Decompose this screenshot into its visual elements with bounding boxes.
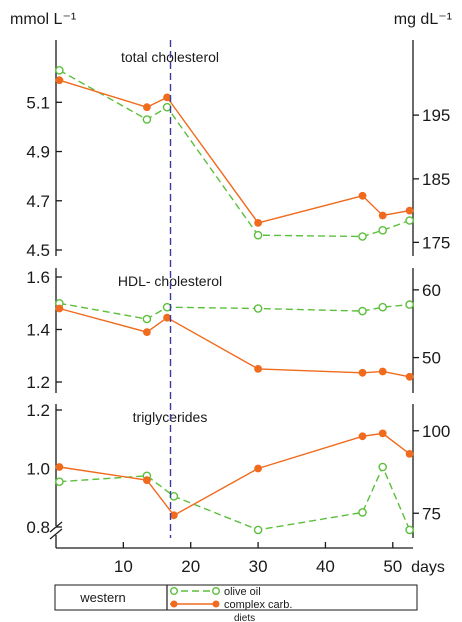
panel-title: HDL- cholesterol: [118, 273, 222, 289]
olive-oil-point: [358, 306, 367, 316]
complex-carb-point: [163, 313, 172, 322]
complex-carb-point: [405, 450, 414, 458]
panel-3: 0.81.01.275100triglycerides: [26, 401, 450, 538]
panel-2: 1.2 1.4 1.6 50 60 HDL- cholesterol: [26, 268, 441, 393]
x-tick-label: 40: [316, 557, 335, 576]
axis-break-mark: [49, 521, 63, 540]
olive-oil-point: [405, 300, 414, 309]
right-tick-label: 185: [422, 170, 450, 189]
olive-oil-point: [253, 525, 263, 535]
olive-oil-point: [405, 525, 414, 535]
olive-oil-point: [55, 66, 64, 75]
complex-carb-point: [358, 368, 367, 377]
olive-oil-point: [253, 230, 263, 240]
complex-carb-point: [378, 367, 387, 376]
complex-carb-line: [59, 79, 410, 224]
right-unit-label: mg dL⁻¹: [394, 11, 452, 28]
left-unit-label: mmol L⁻¹: [10, 11, 76, 28]
right-tick-label: 75: [422, 504, 441, 523]
legend-footer-label: diets: [234, 613, 255, 622]
legend-carb-label: complex carb.: [224, 599, 292, 611]
olive-oil-point: [169, 491, 179, 501]
olive-oil-line: [59, 465, 411, 531]
complex-carb-point: [358, 432, 367, 441]
x-tick-label: 50: [383, 557, 402, 576]
left-tick-label: 4.9: [26, 143, 50, 162]
x-tick-label: 10: [114, 557, 133, 576]
left-tick-label: 1.4: [26, 321, 50, 340]
left-tick-label: 4.7: [26, 192, 50, 211]
olive-oil-point: [162, 102, 172, 112]
right-tick-label: 100: [422, 422, 450, 441]
x-axis: days 10 20 30 40 50: [49, 521, 445, 576]
complex-carb-point: [55, 76, 64, 85]
complex-carb-point: [143, 476, 151, 485]
complex-carb-point: [254, 219, 262, 227]
olive-oil-point: [378, 225, 388, 235]
olive-oil-point: [142, 314, 152, 324]
right-tick-label: 50: [422, 349, 441, 368]
left-tick-label: 1.2: [26, 401, 50, 420]
complex-carb-point: [378, 211, 387, 220]
legend: western olive oil complex carb. diets: [54, 584, 418, 622]
olive-oil-point: [55, 477, 64, 487]
complex-carb-point: [405, 372, 414, 381]
legend-olive-label: olive oil: [224, 586, 261, 598]
left-tick-label: 4.5: [26, 241, 50, 260]
complex-carb-point: [143, 328, 151, 336]
legend-carb-marker-left: [170, 600, 178, 608]
left-tick-label: 5.1: [26, 93, 50, 112]
complex-carb-line: [59, 432, 411, 517]
olive-oil-point: [358, 232, 367, 241]
legend-olive-marker-right: [211, 587, 220, 596]
legend-carb-marker-right: [212, 600, 220, 608]
complex-carb-point: [143, 103, 151, 112]
complex-carb-point: [170, 511, 178, 520]
x-tick-label: 20: [181, 557, 200, 576]
x-axis-label: days: [411, 559, 445, 576]
complex-carb-point: [254, 365, 262, 373]
complex-carb-point: [378, 429, 387, 438]
olive-oil-point: [405, 216, 414, 225]
complex-carb-point: [163, 93, 172, 102]
complex-carb-point: [358, 191, 367, 200]
complex-carb-point: [405, 206, 414, 215]
left-tick-label: 0.8: [26, 518, 50, 537]
olive-oil-line: [59, 69, 410, 238]
right-tick-label: 175: [422, 233, 450, 252]
olive-oil-point: [378, 462, 388, 472]
olive-oil-point: [142, 115, 152, 124]
complex-carb-point: [55, 304, 64, 313]
legend-phase-label: western: [79, 590, 126, 605]
olive-oil-point: [253, 304, 263, 313]
olive-oil-point: [358, 508, 367, 517]
right-tick-label: 60: [422, 281, 441, 300]
complex-carb-line: [59, 307, 410, 378]
legend-box: [54, 584, 418, 611]
right-tick-label: 195: [422, 106, 450, 125]
olive-oil-line: [59, 302, 410, 320]
olive-oil-point: [378, 302, 388, 312]
complex-carb-point: [254, 464, 262, 473]
complex-carb-point: [55, 463, 64, 471]
olive-oil-point: [162, 302, 172, 312]
left-tick-label: 1.6: [26, 268, 50, 287]
x-tick-label: 30: [249, 557, 268, 576]
left-tick-label: 1.0: [26, 460, 50, 479]
legend-olive-marker-left: [169, 587, 178, 596]
left-tick-label: 1.2: [26, 373, 50, 392]
